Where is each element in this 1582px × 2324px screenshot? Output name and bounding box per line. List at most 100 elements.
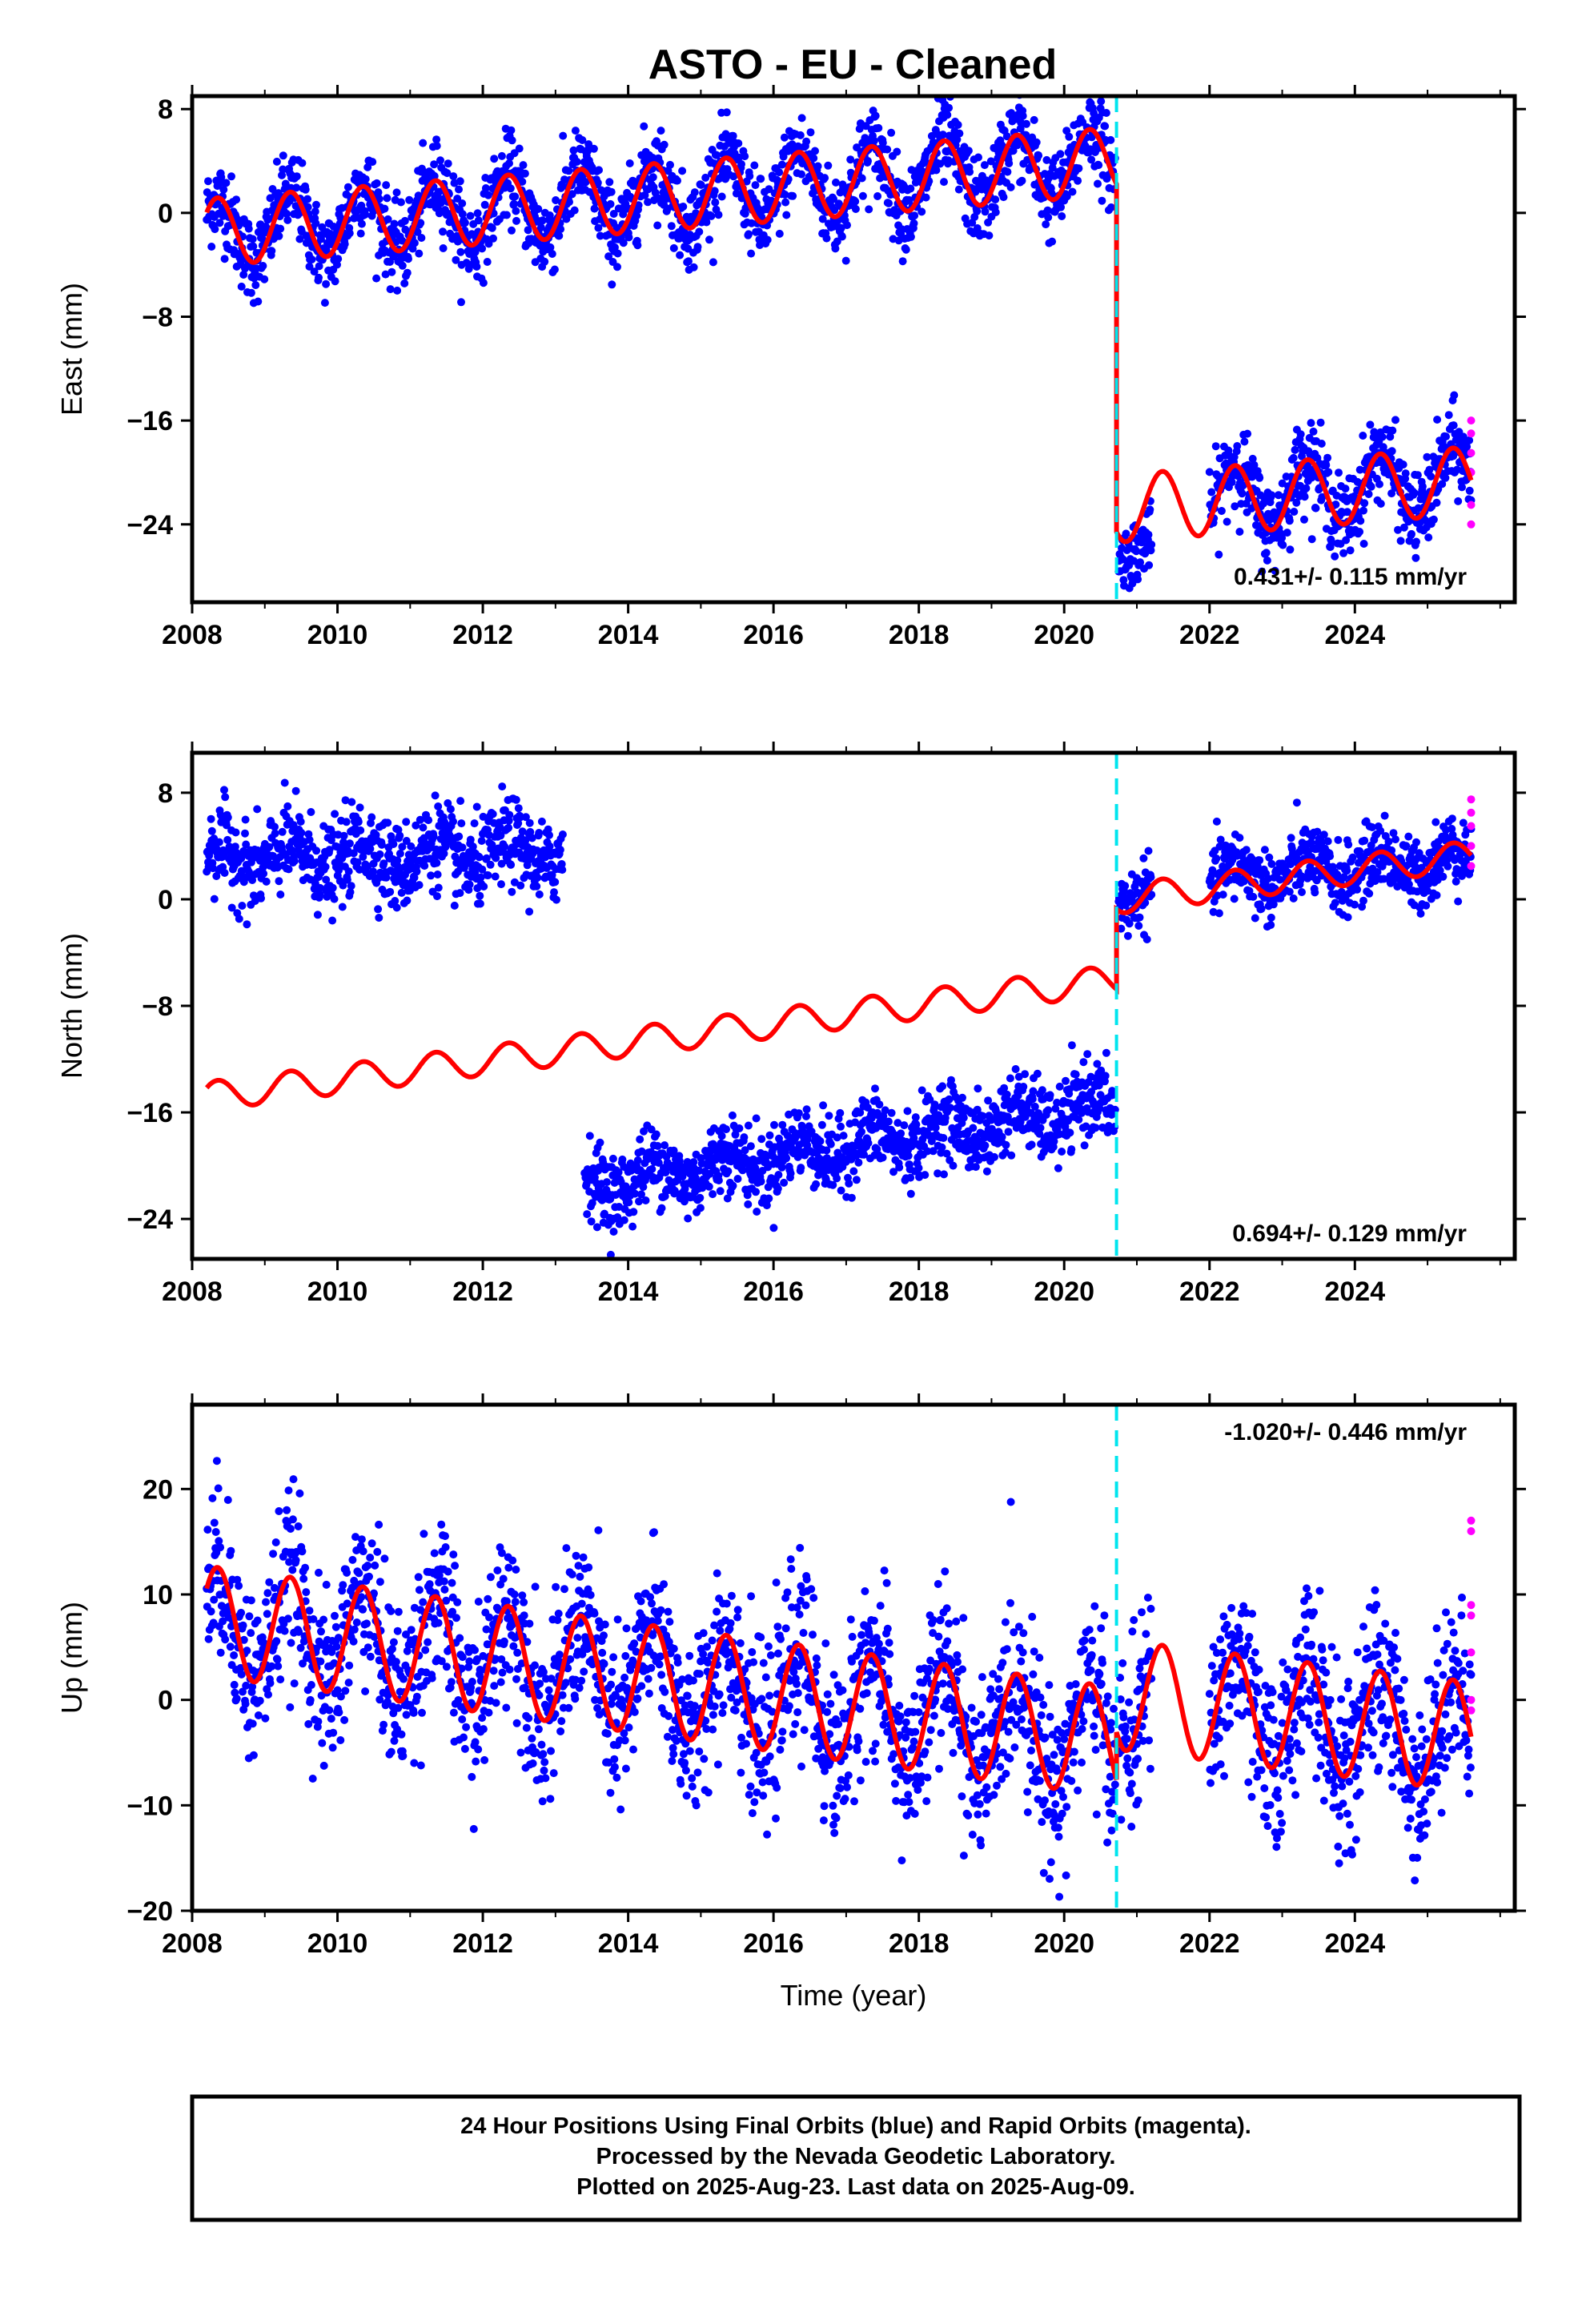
- final-orbit-point: [274, 189, 283, 198]
- final-orbit-point: [420, 862, 429, 870]
- final-orbit-point: [243, 920, 251, 929]
- final-orbit-point: [1146, 505, 1154, 514]
- x-tick-label: 2008: [162, 620, 223, 650]
- final-orbit-point: [693, 243, 702, 251]
- final-orbit-point: [458, 199, 467, 207]
- final-orbit-point: [354, 818, 363, 826]
- final-orbit-point: [1331, 899, 1339, 907]
- final-orbit-point: [227, 172, 235, 181]
- final-orbit-point: [326, 230, 335, 238]
- final-orbit-point: [1343, 913, 1352, 922]
- final-orbit-point: [1417, 863, 1426, 872]
- final-orbit-point: [752, 1188, 760, 1196]
- final-orbit-point: [556, 225, 565, 234]
- final-orbit-point: [468, 842, 477, 851]
- final-orbit-point: [701, 173, 710, 182]
- final-orbit-point: [613, 249, 622, 258]
- final-orbit-point: [1342, 536, 1351, 545]
- final-orbit-point: [380, 204, 389, 213]
- final-orbit-point: [1042, 1144, 1050, 1153]
- final-orbit-point: [1287, 834, 1295, 842]
- final-orbit-point: [1079, 1058, 1088, 1067]
- final-orbit-point: [613, 1213, 622, 1221]
- final-orbit-point: [339, 831, 348, 840]
- final-orbit-point: [1348, 853, 1357, 862]
- final-orbit-point: [210, 895, 219, 903]
- final-orbit-point: [570, 206, 579, 215]
- final-orbit-point: [809, 154, 818, 163]
- final-orbit-point: [1279, 541, 1287, 549]
- final-orbit-point: [1443, 856, 1452, 865]
- final-orbit-point: [355, 803, 364, 812]
- final-orbit-point: [653, 1142, 662, 1150]
- final-orbit-point: [818, 215, 827, 223]
- final-orbit-point: [432, 858, 441, 867]
- final-orbit-point: [356, 826, 365, 834]
- final-orbit-point: [1384, 837, 1393, 846]
- final-orbit-point: [610, 243, 619, 251]
- final-orbit-point: [486, 860, 495, 869]
- final-orbit-point: [1094, 161, 1103, 170]
- final-orbit-point: [1067, 1145, 1076, 1154]
- final-orbit-point: [903, 1107, 912, 1116]
- final-orbit-point: [1300, 515, 1308, 524]
- final-orbit-point: [515, 144, 524, 153]
- final-orbit-point: [415, 881, 424, 890]
- final-orbit-point: [906, 184, 915, 193]
- y-tick-label: −24: [126, 510, 173, 541]
- y-axis-title: East (mm): [55, 283, 88, 416]
- final-orbit-point: [779, 152, 788, 161]
- final-orbit-point: [1000, 1084, 1009, 1092]
- panel-east-frame: [190, 94, 1517, 605]
- final-orbit-point: [666, 160, 674, 169]
- final-orbit-point: [429, 832, 438, 841]
- final-orbit-point: [1326, 852, 1335, 861]
- final-orbit-point: [383, 194, 391, 203]
- final-orbit-point: [1009, 147, 1018, 155]
- final-orbit-point: [733, 1175, 742, 1183]
- final-orbit-point: [1450, 391, 1459, 400]
- final-orbit-point: [526, 827, 535, 836]
- final-orbit-point: [1096, 1091, 1105, 1100]
- final-orbit-point: [1267, 859, 1276, 868]
- final-orbit-point: [1313, 827, 1322, 836]
- final-orbit-point: [998, 1132, 1006, 1141]
- final-orbit-point: [292, 172, 301, 181]
- final-orbit-point: [1067, 1041, 1076, 1050]
- rapid-orbit-point: [1467, 416, 1476, 425]
- final-orbit-point: [476, 873, 485, 882]
- final-orbit-point: [1223, 517, 1231, 526]
- final-orbit-point: [1387, 447, 1396, 456]
- final-orbit-point: [532, 882, 541, 891]
- final-orbit-point: [507, 860, 516, 869]
- final-orbit-point: [1249, 892, 1258, 901]
- final-orbit-point: [578, 136, 587, 144]
- final-orbit-point: [444, 159, 452, 168]
- final-orbit-point: [934, 1169, 942, 1178]
- final-orbit-point: [667, 222, 676, 231]
- x-tick-label: 2022: [1179, 620, 1240, 650]
- final-orbit-point: [525, 907, 534, 916]
- final-orbit-point: [909, 1134, 918, 1142]
- final-orbit-point: [714, 211, 723, 219]
- final-orbit-point: [1094, 179, 1102, 188]
- final-orbit-point: [1391, 416, 1399, 424]
- final-orbit-point: [589, 144, 598, 153]
- final-orbit-point: [931, 1124, 940, 1132]
- final-orbit-point: [906, 232, 915, 241]
- final-orbit-point: [1388, 426, 1397, 435]
- final-orbit-point: [1425, 465, 1434, 474]
- final-orbit-point: [1119, 576, 1128, 585]
- final-orbit-point: [1300, 493, 1309, 501]
- final-orbit-point: [520, 169, 529, 178]
- final-orbit-point: [1044, 1106, 1053, 1115]
- final-orbit-point: [878, 1153, 887, 1162]
- final-orbit-point: [641, 1196, 650, 1204]
- final-orbit-point: [465, 880, 474, 889]
- final-orbit-point: [456, 247, 465, 256]
- final-orbit-point: [1262, 549, 1271, 557]
- rapid-orbit-point: [1467, 448, 1476, 457]
- final-orbit-point: [1134, 575, 1142, 584]
- final-orbit-point: [1323, 837, 1332, 846]
- final-orbit-point: [244, 224, 253, 233]
